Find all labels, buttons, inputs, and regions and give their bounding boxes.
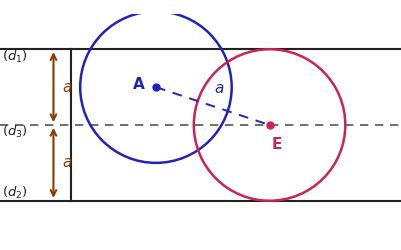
- Text: $a$: $a$: [214, 81, 225, 96]
- Text: $a$: $a$: [63, 80, 73, 95]
- Text: $(d_3)$: $(d_3)$: [2, 124, 28, 140]
- Text: A: A: [133, 78, 145, 92]
- Text: $(d_2)$: $(d_2)$: [2, 185, 28, 201]
- Text: $(d_1)$: $(d_1)$: [2, 49, 28, 65]
- Text: E: E: [272, 138, 282, 152]
- Text: $a$: $a$: [63, 155, 73, 170]
